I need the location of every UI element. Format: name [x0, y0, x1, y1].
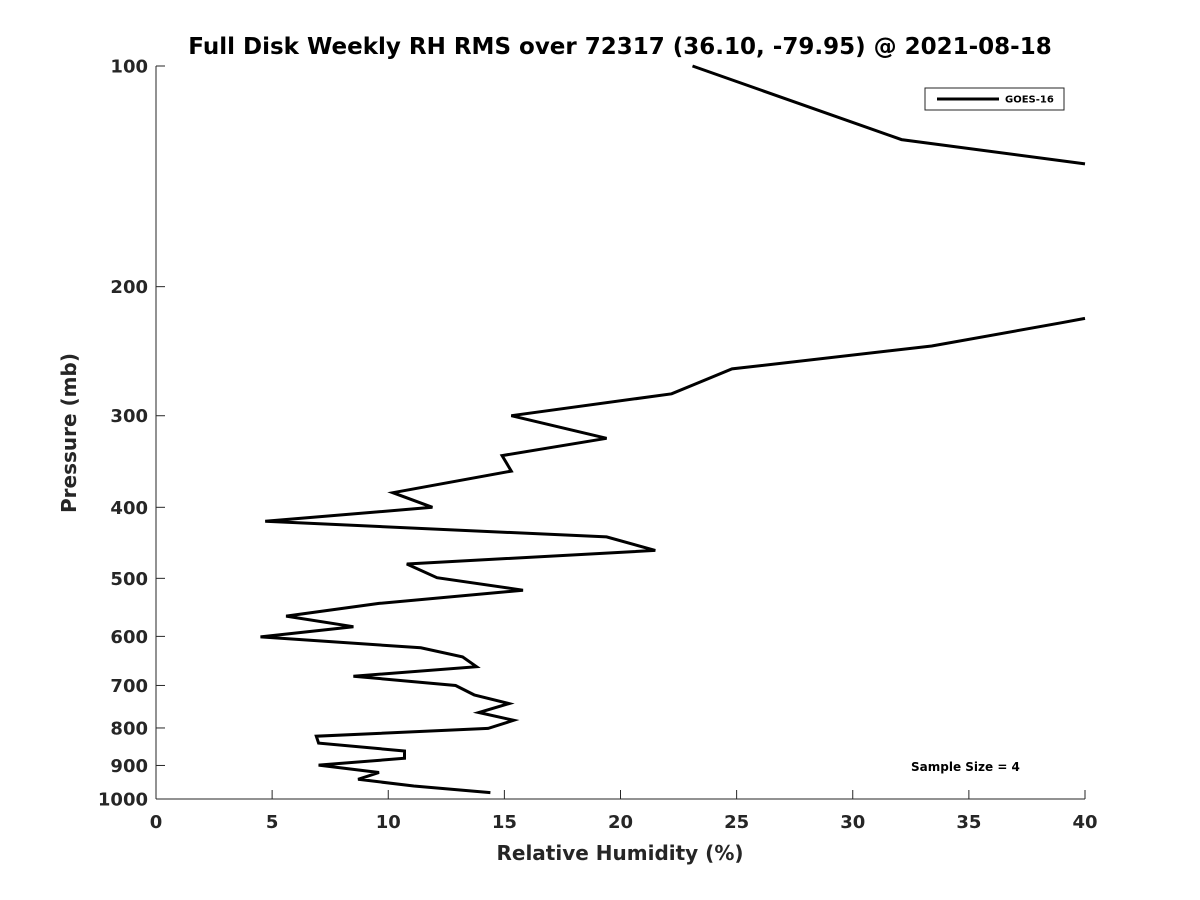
x-tick-label: 0	[150, 812, 163, 833]
y-tick-label: 800	[110, 718, 148, 739]
y-tick-label: 600	[110, 627, 148, 648]
x-tick-label: 40	[1072, 812, 1097, 833]
y-tick-label: 400	[110, 498, 148, 519]
series-line-goes-16	[260, 64, 1086, 795]
x-tick-label: 15	[492, 812, 517, 833]
chart-title: Full Disk Weekly RH RMS over 72317 (36.1…	[188, 34, 1051, 60]
y-axis-label: Pressure (mb)	[57, 353, 81, 513]
y-tick-label: 1000	[98, 790, 148, 811]
legend-label: GOES-16	[1005, 95, 1054, 106]
x-tick-label: 35	[956, 812, 981, 833]
sample-size-annotation: Sample Size = 4	[911, 760, 1020, 774]
x-tick-label: 5	[266, 812, 279, 833]
y-tick-label: 300	[110, 406, 148, 427]
x-tick-label: 10	[376, 812, 401, 833]
x-tick-label: 25	[724, 812, 749, 833]
y-tick-label: 100	[110, 57, 148, 78]
y-tick-label: 200	[110, 277, 148, 298]
y-tick-label: 500	[110, 569, 148, 590]
x-tick-label: 20	[608, 812, 633, 833]
x-axis-ticks: 0 5 10 15 20 25 30 35 40	[150, 790, 1098, 833]
x-tick-label: 30	[840, 812, 865, 833]
legend: GOES-16	[924, 87, 1065, 111]
y-tick-label: 900	[110, 756, 148, 777]
y-tick-label: 700	[110, 676, 148, 697]
x-axis-label: Relative Humidity (%)	[496, 841, 743, 865]
y-axis-ticks: 100 200 300 400 500 600 700 800 900 1000	[98, 57, 165, 811]
